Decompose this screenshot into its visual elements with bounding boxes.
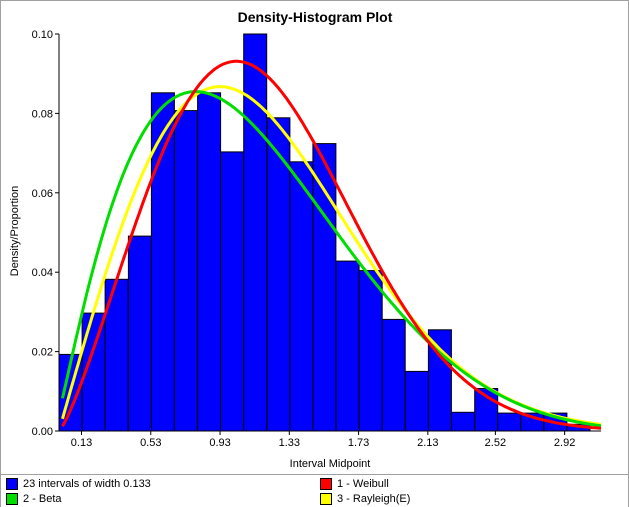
legend-item-beta: 2 - Beta	[6, 492, 62, 506]
histogram-bar	[381, 318, 406, 432]
y-tick-label: 0.00	[32, 426, 53, 438]
y-tick-label: 0.10	[32, 29, 53, 41]
chart-title: Density-Histogram Plot	[238, 9, 393, 25]
histogram-bar	[451, 411, 475, 432]
x-tick-label: 0.53	[140, 437, 161, 449]
legend-item-rayleigh: 3 - Rayleigh(E)	[320, 492, 410, 506]
x-tick-label: 2.13	[417, 437, 438, 449]
legend-label-beta: 2 - Beta	[23, 493, 62, 505]
density-histogram-chart: Density-Histogram Plot 0.00 0.02 0.04 0.06 0…	[9, 9, 602, 470]
histogram-bar	[173, 110, 198, 432]
histogram-bar	[127, 235, 152, 432]
x-tick-label: 1.73	[348, 437, 369, 449]
x-tick-label: 0.93	[209, 437, 230, 449]
histogram-bar	[404, 370, 429, 432]
histogram-bar	[289, 161, 314, 432]
histogram-bar	[197, 92, 222, 432]
y-tick-label: 0.06	[32, 188, 53, 200]
histogram-bar	[220, 151, 245, 432]
x-axis-label: Interval Midpoint	[290, 458, 371, 470]
legend: 23 intervals of width 0.133 2 - Beta 1 -…	[1, 474, 628, 507]
histogram-bar	[312, 143, 337, 432]
histogram-bar	[243, 33, 268, 432]
legend-swatch-intervals	[6, 478, 18, 490]
x-tick-label: 1.33	[279, 437, 300, 449]
legend-item-intervals: 23 intervals of width 0.133	[6, 477, 151, 491]
x-tick-label: 0.13	[71, 437, 92, 449]
legend-swatch-beta	[6, 493, 18, 505]
y-tick-label: 0.08	[32, 108, 53, 120]
legend-label-weibull: 1 - Weibull	[337, 478, 389, 490]
histogram-bar	[497, 412, 522, 432]
legend-swatch-weibull	[320, 478, 332, 490]
beta-curve	[61, 90, 602, 428]
x-tick-label: 2.92	[554, 437, 575, 449]
histogram-bar	[335, 260, 360, 432]
legend-item-weibull: 1 - Weibull	[320, 477, 389, 491]
legend-label-rayleigh: 3 - Rayleigh(E)	[337, 493, 411, 505]
y-tick-label: 0.02	[32, 347, 53, 359]
y-axis-label: Density/Proportion	[9, 186, 21, 277]
legend-swatch-rayleigh	[320, 493, 332, 505]
y-tick-label: 0.04	[32, 267, 53, 279]
weibull-curve	[61, 59, 602, 430]
x-tick-label: 2.52	[485, 437, 506, 449]
histogram-bar	[150, 92, 175, 432]
histogram-bar	[358, 270, 383, 432]
legend-label-intervals: 23 intervals of width 0.133	[23, 478, 151, 490]
